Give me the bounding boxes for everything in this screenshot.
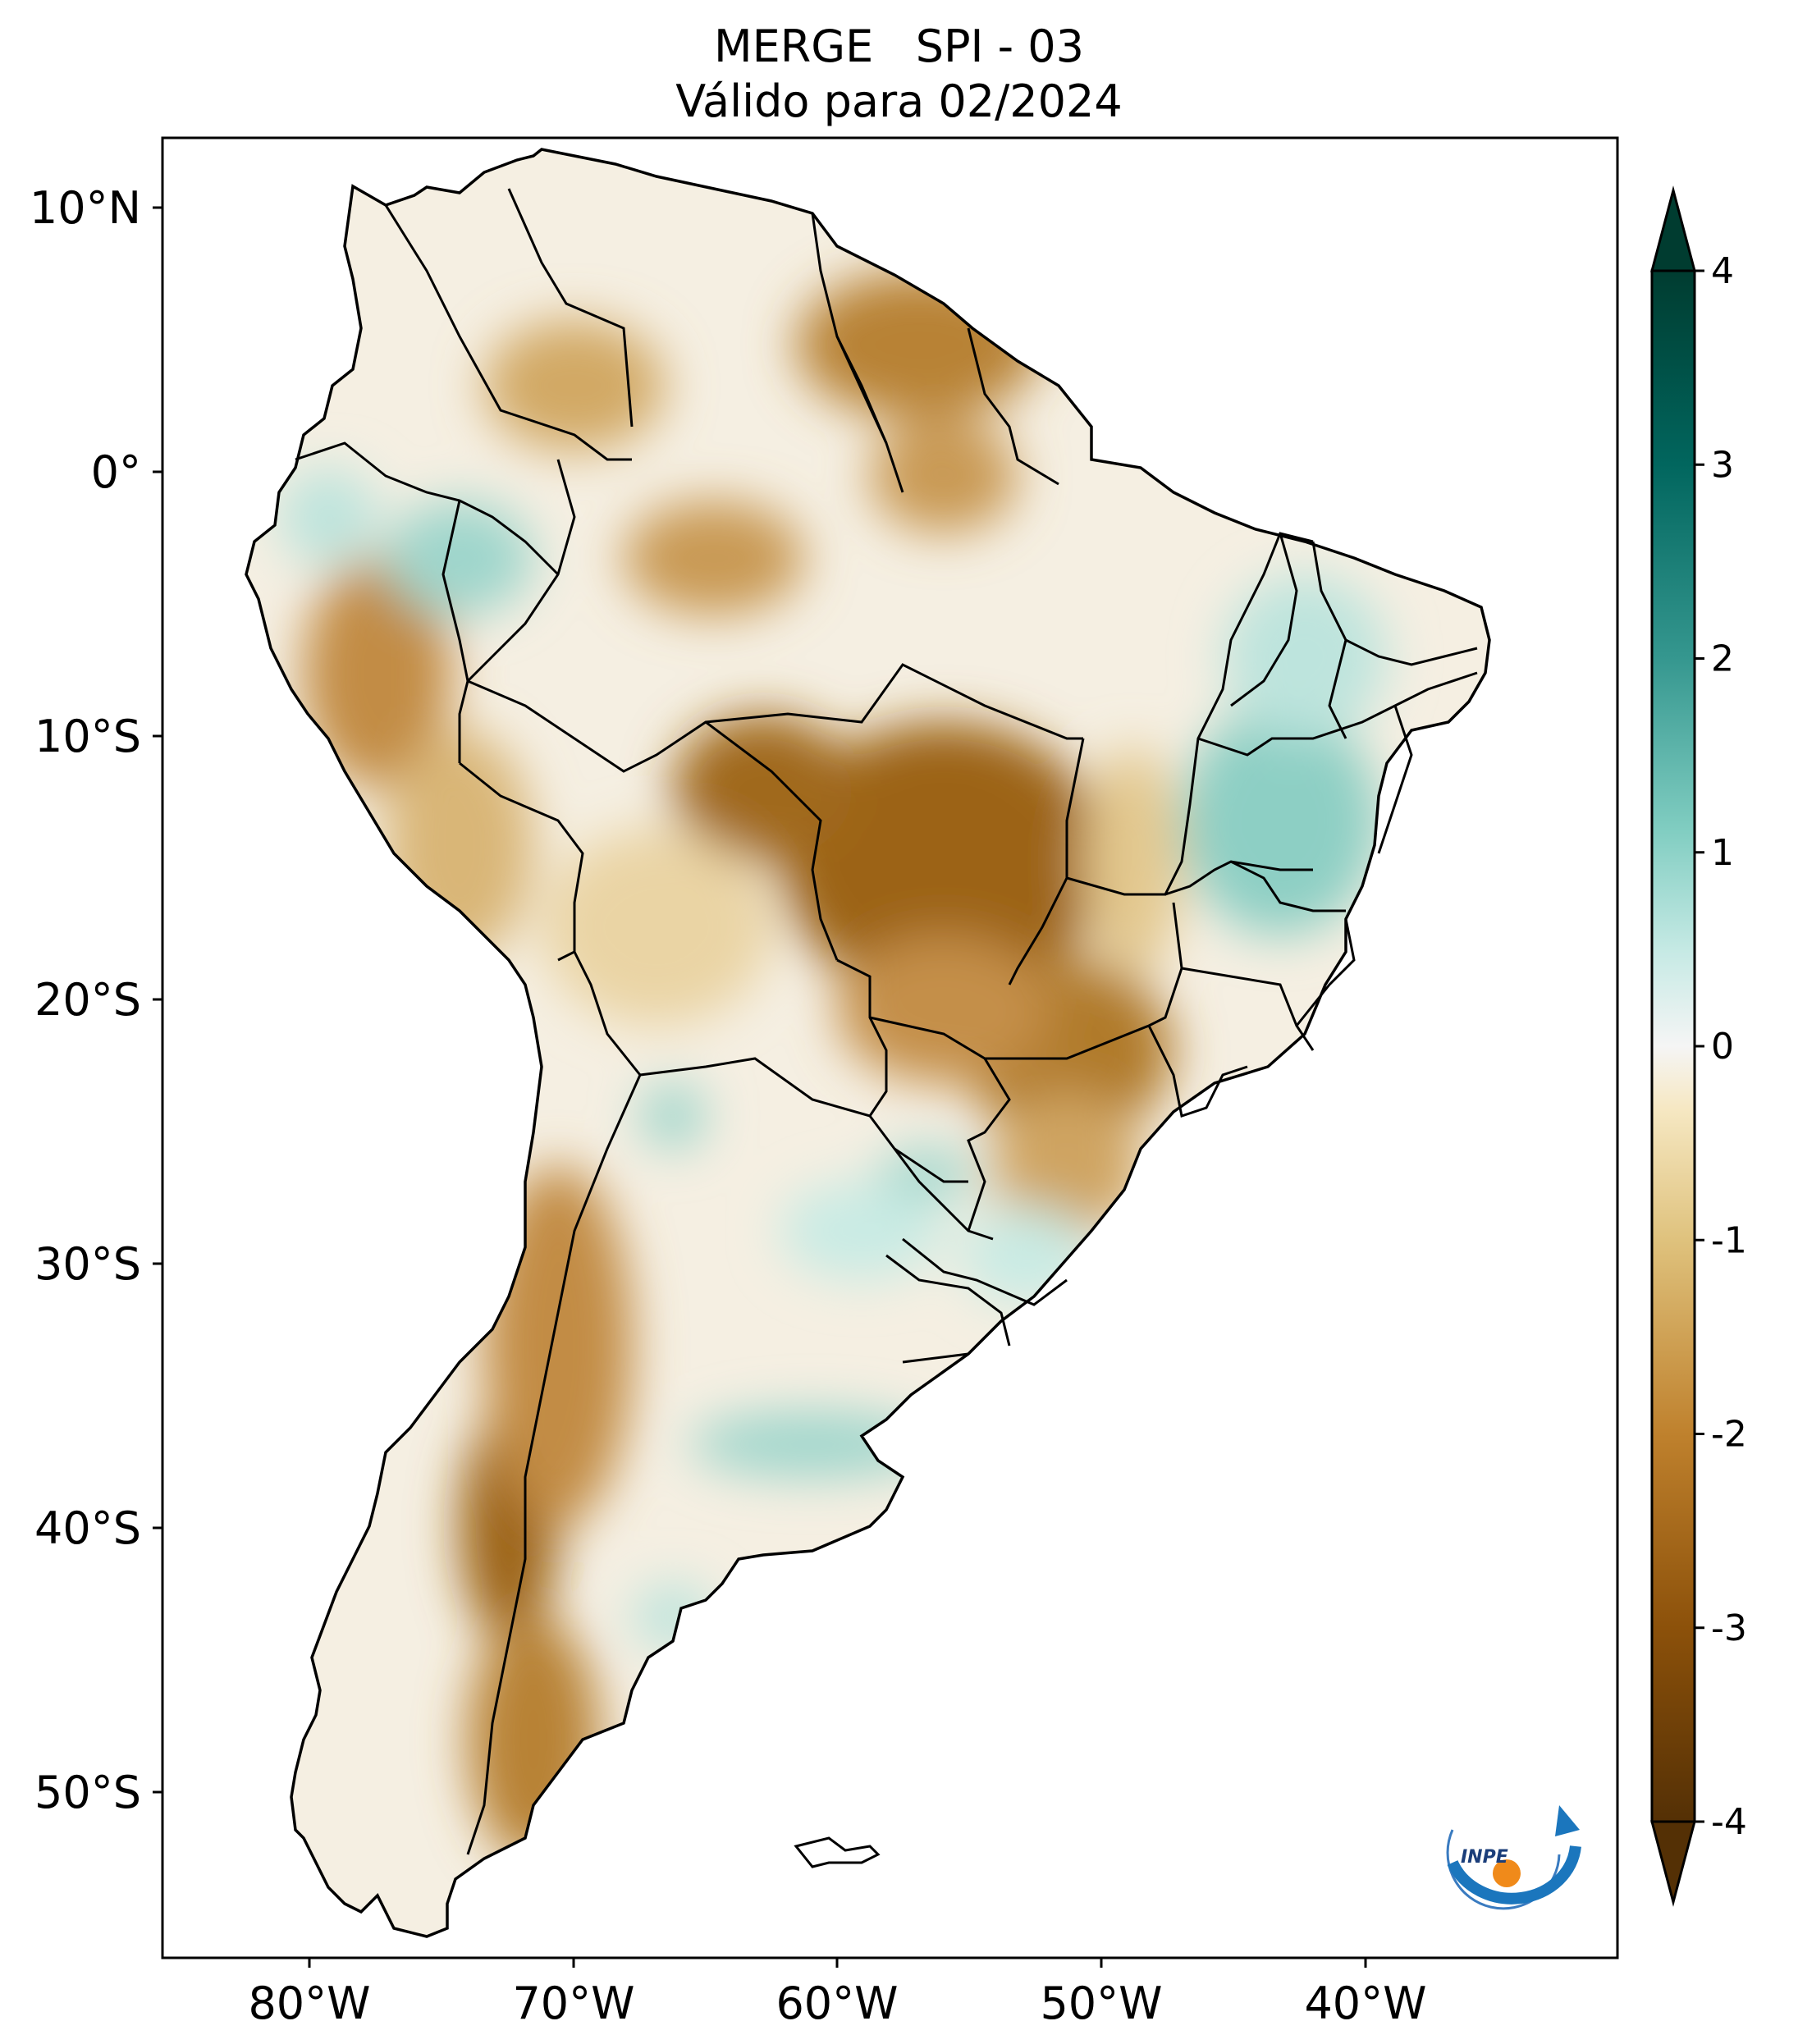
lat-label-50s: 50°S	[34, 1767, 141, 1818]
lon-ticks: 80°W 70°W 60°W 50°W 40°W	[248, 1958, 1427, 2029]
inpe-logo-text: INPE	[1461, 1847, 1508, 1868]
lon-label-50w: 50°W	[1040, 1978, 1162, 2029]
colorbar-extend-min	[1650, 1820, 1696, 1907]
falkland-islands	[794, 1836, 881, 1868]
inpe-logo: INPE	[1446, 1805, 1581, 1910]
colorbar-tick-label: 3	[1711, 444, 1734, 486]
lat-label-40s: 40°S	[34, 1502, 141, 1554]
map-title: MERGE SPI - 03	[714, 21, 1084, 72]
colorbar-gradient	[1652, 271, 1695, 1822]
lat-label-0: 0°	[91, 446, 141, 498]
lat-label-10s: 10°S	[34, 711, 141, 762]
colorbar-tick-label: -2	[1711, 1414, 1747, 1456]
colorbar-ticks: 4 3 2 1 0 -1 -2 -3 -4	[1695, 250, 1747, 1843]
lon-label-80w: 80°W	[248, 1978, 370, 2029]
country-borders	[295, 188, 1478, 1855]
lat-ticks: 10°N 0° 10°S 20°S 30°S 40°S 50°S	[30, 182, 162, 1818]
colorbar-tick-label: 4	[1711, 250, 1734, 292]
colorbar-tick-label: 1	[1711, 832, 1734, 874]
lat-label-10n: 10°N	[30, 182, 141, 234]
colorbar-tick-label: 0	[1711, 1026, 1734, 1068]
colorbar-tick-label: -1	[1711, 1219, 1747, 1261]
lon-label-60w: 60°W	[775, 1978, 898, 2029]
lat-label-20s: 20°S	[34, 974, 141, 1026]
colorbar-tick-label: -3	[1711, 1607, 1747, 1649]
map-subtitle: Válido para 02/2024	[675, 75, 1123, 127]
colorbar: 4 3 2 1 0 -1 -2 -3 -4	[1650, 185, 1747, 1907]
lon-label-70w: 70°W	[512, 1978, 634, 2029]
lat-label-30s: 30°S	[34, 1238, 141, 1290]
colorbar-tick-label: -4	[1711, 1801, 1747, 1843]
spi-field	[279, 271, 1387, 1863]
colorbar-tick-label: 2	[1711, 638, 1734, 680]
lon-label-40w: 40°W	[1304, 1978, 1426, 2029]
colorbar-extend-max	[1650, 185, 1696, 272]
